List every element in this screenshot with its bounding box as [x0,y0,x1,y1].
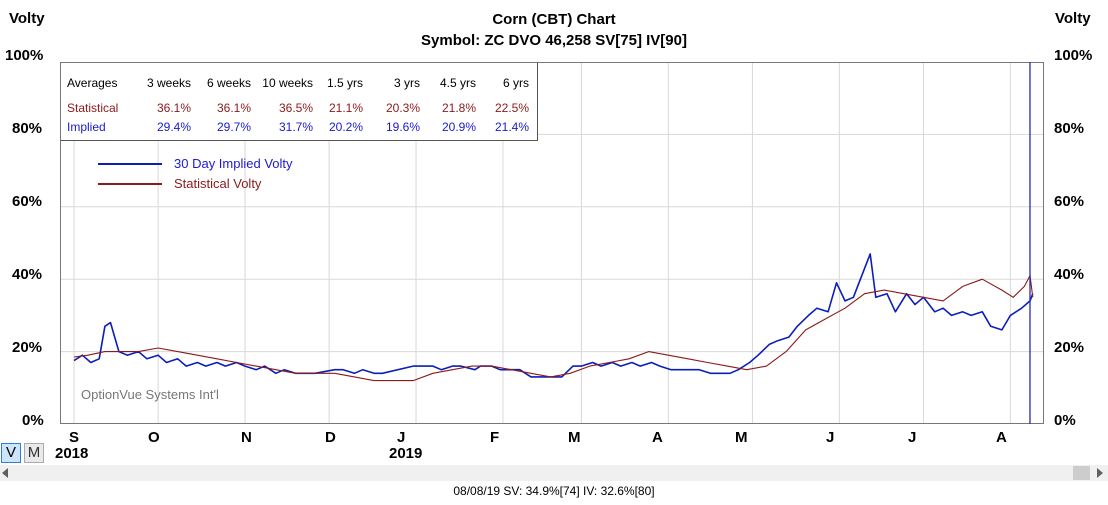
horizontal-scrollbar[interactable] [0,465,1108,481]
x-month-label: N [241,429,252,446]
avg-hdr-3y: 3 yrs [393,75,420,90]
y-tick-left-60: 60% [12,193,43,210]
avg-stat-3y: 20.3% [385,100,420,115]
scrollbar-thumb[interactable] [1073,466,1090,480]
y-tick-right-20: 20% [1054,339,1085,356]
chart-subtitle: Symbol: ZC DVO 46,258 SV[75] IV[90] [421,32,687,49]
implied-volty-line [73,253,1034,378]
avg-hdr-label: Averages [67,75,118,90]
avg-impl-3w: 29.4% [156,119,191,134]
status-bar: 08/08/19 SV: 34.9%[74] IV: 32.6%[80] [453,484,655,498]
y-tick-right-0: 0% [1054,412,1076,429]
m-view-button[interactable]: M [24,443,44,463]
x-month-label: O [148,429,160,446]
legend-implied-line [98,163,162,165]
plot-frame [60,62,1044,424]
legend-statistical-label: Statistical Volty [174,176,262,191]
y-tick-right-100: 100% [1054,47,1093,64]
x-month-label: F [490,429,500,446]
legend-implied-label: 30 Day Implied Volty [174,156,293,171]
avg-stat-10w: 36.5% [278,100,313,115]
x-month-label: D [325,429,336,446]
y-tick-right-60: 60% [1054,193,1085,210]
x-month-label: J [826,429,835,446]
avg-impl-3y: 19.6% [385,119,420,134]
avg-hdr-6y: 6 yrs [502,75,529,90]
left-axis-title: Volty [9,10,45,27]
y-tick-right-40: 40% [1054,266,1085,283]
x-month-label: J [397,429,406,446]
watermark: OptionVue Systems Int'l [81,387,219,402]
avg-impl-label: Implied [67,119,106,134]
avg-hdr-3w: 3 weeks [146,75,191,90]
x-month-label: M [735,429,748,446]
avg-impl-4-5y: 20.9% [441,119,476,134]
x-month-label: J [908,429,917,446]
avg-stat-1-5y: 21.1% [328,100,363,115]
averages-statistical-row: Statistical 36.1% 36.1% 36.5% 21.1% 20.3… [67,98,529,117]
statistical-volty-line [73,275,1034,382]
y-tick-left-0: 0% [22,412,44,429]
avg-impl-10w: 31.7% [278,119,313,134]
averages-header-row: Averages 3 weeks 6 weeks 10 weeks 1.5 yr… [67,73,529,92]
avg-hdr-1-5y: 1.5 yrs [326,75,363,90]
averages-implied-row: Implied 29.4% 29.7% 31.7% 20.2% 19.6% 20… [67,117,529,136]
avg-impl-1-5y: 20.2% [328,119,363,134]
scroll-left-arrow-icon[interactable] [2,468,8,478]
x-month-label: A [996,429,1007,446]
x-year-label: 2018 [55,445,89,462]
avg-stat-4-5y: 21.8% [441,100,476,115]
x-month-label: S [69,429,80,446]
x-month-label: A [652,429,663,446]
chart-title: Corn (CBT) Chart [492,11,616,28]
x-year-label: 2019 [389,445,423,462]
avg-hdr-4-5y: 4.5 yrs [439,75,476,90]
avg-hdr-10w: 10 weeks [262,75,313,90]
y-tick-left-80: 80% [12,120,43,137]
scrollbar-track[interactable] [14,468,1072,478]
averages-table: Averages 3 weeks 6 weeks 10 weeks 1.5 yr… [61,63,538,141]
avg-impl-6w: 29.7% [216,119,251,134]
avg-stat-3w: 36.1% [156,100,191,115]
avg-stat-6y: 22.5% [494,100,529,115]
avg-stat-6w: 36.1% [216,100,251,115]
x-month-label: M [568,429,581,446]
y-tick-left-20: 20% [12,339,43,356]
avg-hdr-6w: 6 weeks [206,75,251,90]
scroll-right-arrow-icon[interactable] [1097,468,1103,478]
avg-impl-6y: 21.4% [494,119,529,134]
volty-view-button[interactable]: V [1,443,21,463]
y-tick-left-40: 40% [12,266,43,283]
y-tick-right-80: 80% [1054,120,1085,137]
avg-stat-label: Statistical [67,100,119,115]
y-tick-left-100: 100% [5,47,44,64]
legend-statistical-line [98,183,162,185]
right-axis-title: Volty [1055,10,1091,27]
